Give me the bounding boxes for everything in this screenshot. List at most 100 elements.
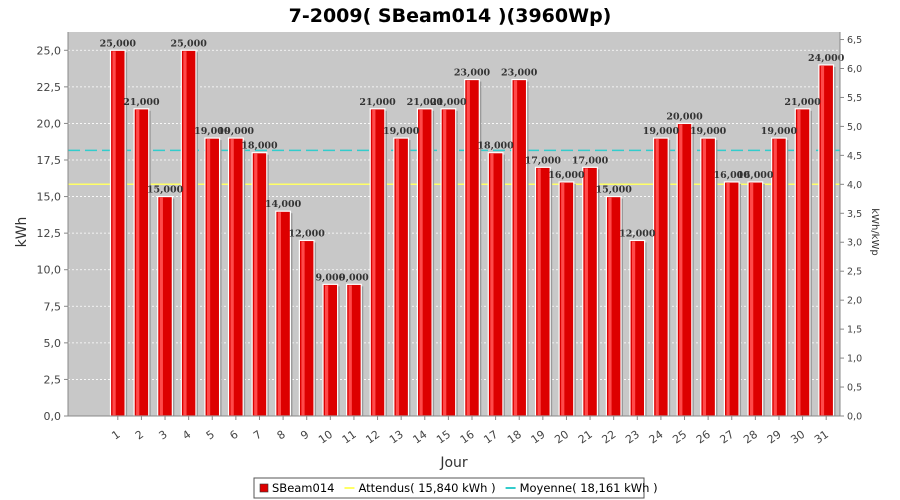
bar-value-label: 21,000 xyxy=(430,97,467,108)
y-axis-label: kWh xyxy=(14,217,30,248)
bar-highlight xyxy=(584,168,588,416)
bar-value-label: 17,000 xyxy=(572,155,609,166)
bar-value-label: 25,000 xyxy=(100,38,137,49)
bar-value-label: 18,000 xyxy=(477,141,514,152)
bar-highlight xyxy=(136,109,140,417)
bar-highlight xyxy=(443,109,447,417)
x-tick-label: 29 xyxy=(765,428,784,447)
y-tick-label: 0,0 xyxy=(44,410,62,423)
bar-value-label: 19,000 xyxy=(761,126,798,137)
x-tick-label: 18 xyxy=(505,428,524,447)
x-tick-label: 7 xyxy=(251,428,264,443)
bar-highlight xyxy=(254,153,258,416)
bar-value-label: 9,000 xyxy=(339,272,369,283)
bar-highlight xyxy=(726,182,730,416)
legend-box xyxy=(253,477,645,499)
bar-value-label: 12,000 xyxy=(619,228,656,239)
bar-highlight xyxy=(655,139,659,417)
bar-value-label: 23,000 xyxy=(501,68,538,79)
bar-highlight xyxy=(159,197,163,416)
y2-tick-label: 3,5 xyxy=(847,209,862,220)
x-tick-label: 15 xyxy=(434,428,453,447)
bar-highlight xyxy=(631,241,636,416)
x-tick-label: 10 xyxy=(316,428,335,447)
bar-value-label: 19,000 xyxy=(643,126,680,137)
y2-tick-label: 5,5 xyxy=(847,93,862,104)
y-tick-label: 25,0 xyxy=(37,44,62,57)
bar-value-label: 23,000 xyxy=(454,68,491,79)
x-tick-label: 1 xyxy=(109,428,122,443)
chart-title: 7-2009( SBeam014 )(3960Wp) xyxy=(289,5,612,27)
x-tick-label: 13 xyxy=(387,428,406,447)
bar-highlight xyxy=(750,182,754,416)
x-tick-label: 27 xyxy=(718,428,737,447)
x-tick-label: 28 xyxy=(741,428,760,447)
bar-value-labels: 25,000 21,000 15,000 25,000 19,000 19,000 18,0… xyxy=(100,38,845,283)
bar-value-label: 14,000 xyxy=(265,199,302,210)
y2-tick-label: 6,0 xyxy=(847,64,862,75)
bar-value-label: 15,000 xyxy=(595,185,632,196)
bar-value-label: 15,000 xyxy=(147,185,184,196)
bar-value-label: 20,000 xyxy=(666,111,703,122)
bar-highlight xyxy=(702,139,707,417)
x-tick-label: 24 xyxy=(647,428,666,447)
bar-highlight xyxy=(679,124,683,416)
x-tick-label: 31 xyxy=(812,428,831,447)
bar-value-label: 21,000 xyxy=(784,97,821,108)
bar-highlight xyxy=(183,51,187,417)
bar-value-label: 19,000 xyxy=(194,126,231,137)
bar-highlight xyxy=(372,109,376,417)
y-tick-label: 7,5 xyxy=(44,300,62,313)
bar-value-label: 16,000 xyxy=(737,170,774,181)
bar-highlight xyxy=(513,80,518,417)
x-tick-label: 19 xyxy=(529,428,548,447)
x-tick-label: 11 xyxy=(340,428,359,447)
bar-highlight xyxy=(608,197,612,416)
bar-highlight xyxy=(466,80,470,417)
bar-value-label: 17,000 xyxy=(525,155,562,166)
y-tick-label: 2,5 xyxy=(44,373,62,386)
x-tick-label: 30 xyxy=(788,428,807,447)
bar-value-label: 18,000 xyxy=(241,141,278,152)
bar-highlight xyxy=(112,51,116,417)
y-tick-label: 22,5 xyxy=(37,81,62,94)
bar-highlight xyxy=(537,168,541,416)
legend-label: Attendus( 15,840 kWh ) xyxy=(358,481,495,495)
bar-highlight xyxy=(820,65,825,417)
y2-tick-label: 3,0 xyxy=(847,238,862,249)
legend-label: Moyenne( 18,161 kWh ) xyxy=(520,481,658,495)
x-tick-label: 3 xyxy=(157,428,170,443)
x-tick-label: 2 xyxy=(133,428,146,443)
bar-value-label: 16,000 xyxy=(548,170,585,181)
bar-value-label: 24,000 xyxy=(808,53,845,64)
y2-axis-label: kWh/kWp xyxy=(869,208,880,255)
bar-value-label: 21,000 xyxy=(123,97,160,108)
bar-highlight xyxy=(348,285,352,416)
bar-value-label: 19,000 xyxy=(383,126,420,137)
y-tick-label: 5,0 xyxy=(44,337,62,350)
y2-tick-label: 5,0 xyxy=(847,122,862,133)
bar-value-label: 25,000 xyxy=(170,38,207,49)
bar-highlight xyxy=(797,109,801,417)
x-tick-label: 6 xyxy=(227,428,240,443)
y2-tick-label: 0,0 xyxy=(847,412,862,423)
x-tick-label: 25 xyxy=(670,428,689,447)
y2-tick-label: 1,5 xyxy=(847,325,862,336)
bar-highlight xyxy=(230,139,234,417)
bar-highlight xyxy=(773,139,777,417)
y-tick-label: 12,5 xyxy=(37,227,62,240)
bar-highlight xyxy=(395,139,400,417)
bar-highlight xyxy=(419,109,423,417)
bar-value-label: 21,000 xyxy=(407,97,444,108)
x-tick-label: 20 xyxy=(552,428,571,447)
y2-tick-label: 2,5 xyxy=(847,267,862,278)
y-tick-label: 15,0 xyxy=(37,191,62,204)
x-tick-label: 8 xyxy=(275,428,288,443)
y-tick-label: 20,0 xyxy=(37,117,62,130)
x-tick-label: 4 xyxy=(180,428,193,443)
bar-value-label: 21,000 xyxy=(359,97,396,108)
x-tick-label: 16 xyxy=(458,428,477,447)
bar-highlight xyxy=(561,182,565,416)
